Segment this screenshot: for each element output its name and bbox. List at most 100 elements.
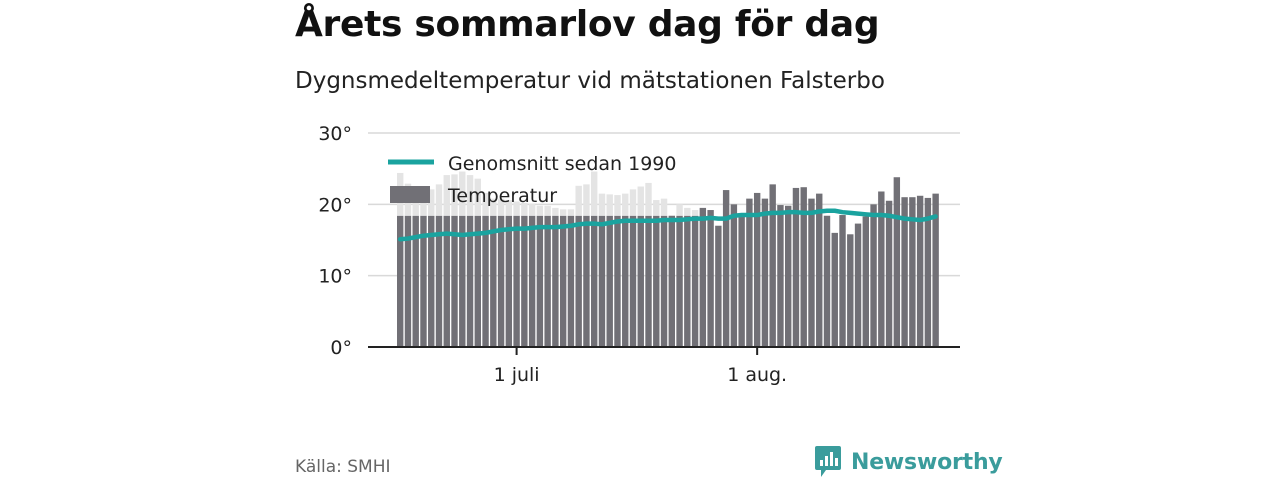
temperature-bar (559, 215, 567, 347)
source-credit: Källa: SMHI (295, 457, 391, 477)
temperature-bar (660, 215, 668, 347)
temperature-bar (769, 184, 776, 347)
temperature-bar (707, 210, 714, 347)
temperature-bar (443, 215, 450, 347)
overlay-bar (567, 209, 575, 216)
y-tick-label: 10° (318, 266, 352, 288)
y-tick-label: 20° (318, 194, 352, 216)
temperature-bar (854, 223, 862, 347)
overlay-bar (676, 204, 683, 216)
brand-name: Newsworthy (851, 449, 1003, 475)
temperature-bar (699, 207, 707, 347)
x-tick-label: 1 aug. (727, 364, 787, 386)
overlay-bar (637, 186, 644, 216)
overlay-bar (497, 198, 505, 216)
temperature-bar (614, 215, 621, 347)
overlay-bar (691, 210, 699, 216)
legend-bar-swatch (390, 186, 430, 203)
temperature-bar (536, 215, 544, 347)
overlay-bar (614, 195, 621, 216)
legend-label-average: Genomsnitt sedan 1990 (448, 153, 676, 175)
overlay-bar (528, 203, 536, 216)
overlay-bar (420, 201, 427, 216)
overlay-bar (435, 184, 443, 216)
temperature-bar (870, 204, 877, 347)
temperature-bar (715, 225, 722, 347)
temperature-bar (466, 215, 474, 347)
overlay-bar (606, 194, 613, 216)
overlay-bar (660, 198, 668, 216)
overlay-bar (466, 175, 474, 216)
overlay-bar (622, 193, 629, 216)
temperature-bar (800, 187, 807, 347)
temperature-bar (831, 232, 838, 347)
legend: Genomsnitt sedan 1990 Temperatur (388, 153, 676, 207)
temperature-bar (916, 195, 924, 347)
overlay-bar (598, 193, 606, 216)
overlay-bar (451, 174, 458, 216)
temperature-bar (924, 197, 932, 347)
temperature-bar (847, 234, 854, 347)
temperature-bar (521, 215, 528, 347)
overlay-bar (490, 198, 497, 216)
temperature-bar (645, 215, 652, 347)
overlay-bar (428, 189, 435, 216)
overlay-bar (521, 202, 528, 216)
overlay-bar (559, 209, 567, 216)
chart-subtitle: Dygnsmedeltemperatur vid mätstationen Fa… (295, 68, 885, 94)
temperature-bars (397, 177, 939, 347)
temperature-bar (397, 215, 404, 347)
temperature-bar (513, 215, 520, 347)
temperature-bar (909, 197, 916, 347)
temperature-bar (528, 215, 536, 347)
temperature-bar (785, 205, 792, 347)
temperature-bar (552, 215, 559, 347)
temperature-bar (753, 192, 761, 347)
temperature-bar (412, 215, 419, 347)
y-axis-ticks: 0° 10° 20° 30° (318, 123, 352, 359)
legend-label-temperature: Temperatur (447, 185, 557, 207)
temperature-bar (497, 215, 505, 347)
temperature-bar (761, 198, 769, 347)
temperature-bar (490, 215, 497, 347)
temperature-bar (722, 190, 730, 347)
overlay-bar (536, 205, 544, 216)
overlay-bar (552, 207, 559, 216)
temperature-bar (505, 215, 513, 347)
temperature-bar (637, 215, 644, 347)
overlay-bar (684, 207, 691, 216)
x-axis: 1 juli 1 aug. (368, 346, 960, 386)
temperature-bar (474, 215, 481, 347)
temperature-bar (544, 215, 551, 347)
temperature-chart: 0° 10° 20° 30° 1 juli 1 aug. Genomsnitt seda… (318, 123, 960, 386)
overlay-bar (459, 171, 466, 216)
x-tick-label: 1 juli (494, 364, 540, 386)
overlay-bar (591, 171, 598, 216)
temperature-bar (808, 198, 815, 347)
chart-title: Årets sommarlov dag för dag (295, 4, 880, 45)
y-tick-label: 0° (330, 337, 352, 359)
temperature-bar (583, 215, 590, 347)
overlay-bar (544, 205, 551, 216)
average-line-layer (397, 208, 938, 242)
temperature-bar (878, 191, 885, 347)
temperature-bar (622, 215, 629, 347)
temperature-bar (684, 215, 691, 347)
overlay-bar (653, 200, 660, 216)
temperature-bar (792, 187, 800, 347)
y-tick-label: 30° (318, 123, 352, 145)
temperature-bar (885, 200, 893, 347)
overlay-bar (474, 178, 481, 216)
temperature-bar (598, 215, 606, 347)
temperature-bar (932, 193, 939, 347)
temperature-bar (435, 215, 443, 347)
overlay-bar (629, 189, 637, 216)
temperature-bar (839, 215, 846, 347)
temperature-bar (428, 215, 435, 347)
temperature-bar (816, 193, 823, 347)
temperature-bar (777, 205, 784, 347)
overlay-bar (575, 185, 582, 216)
temperature-bar (591, 215, 598, 347)
overlay-bar (412, 195, 419, 216)
temperature-bar (451, 215, 458, 347)
